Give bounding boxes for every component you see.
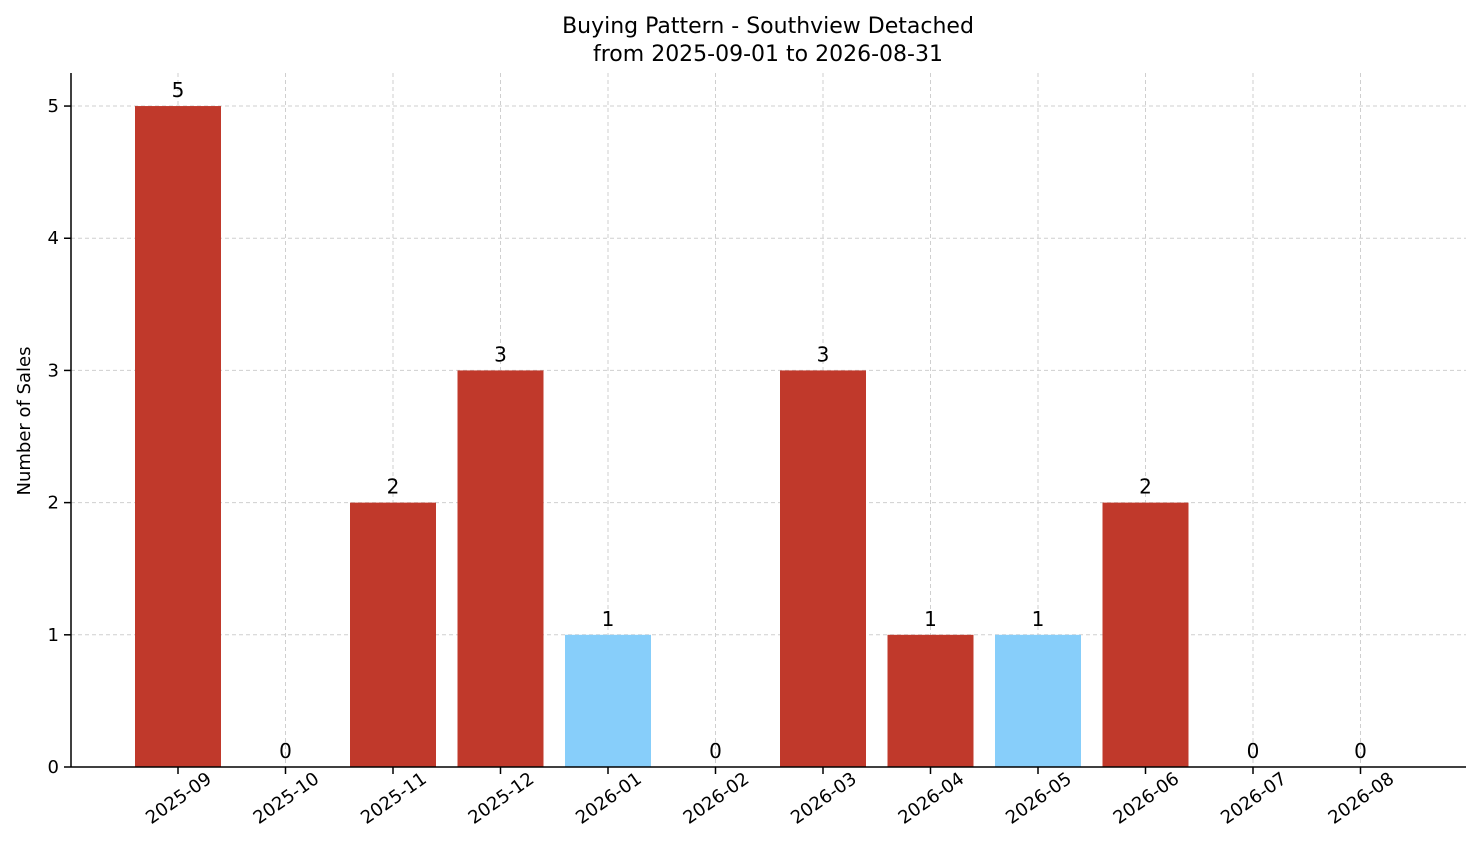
y-tick-label: 4 bbox=[48, 228, 59, 249]
data-label-2026-02: 0 bbox=[709, 739, 722, 763]
x-tick-label: 2026-01 bbox=[572, 768, 646, 828]
bar-2025-12 bbox=[457, 370, 544, 767]
x-tick-label: 2025-12 bbox=[465, 768, 539, 828]
x-tick-label: 2025-09 bbox=[142, 768, 216, 828]
bar-2025-11 bbox=[350, 502, 436, 767]
x-tick-label: 2026-02 bbox=[680, 768, 754, 828]
data-label-2025-10: 0 bbox=[279, 739, 292, 763]
bar-2025-09 bbox=[135, 106, 221, 768]
grid bbox=[71, 73, 1466, 767]
chart-title: Buying Pattern - Southview Detached bbox=[562, 14, 974, 39]
chart-subtitle: from 2025-09-01 to 2026-08-31 bbox=[593, 42, 943, 67]
x-tick-label: 2026-03 bbox=[787, 768, 861, 828]
y-axis-label: Number of Sales bbox=[14, 346, 35, 495]
data-label-2026-07: 0 bbox=[1247, 739, 1260, 763]
y-tick-label: 0 bbox=[48, 757, 59, 778]
y-tick-label: 2 bbox=[48, 493, 59, 514]
y-tick-label: 1 bbox=[48, 625, 59, 646]
bar-2026-03 bbox=[780, 370, 866, 767]
data-label-2026-06: 2 bbox=[1139, 475, 1152, 499]
labels: 0 1 2 3 4 5 5 2025-09 0 2025-10 2 2025-11 3 2025-12 1 2… bbox=[48, 78, 1399, 829]
data-label-2026-01: 1 bbox=[602, 607, 615, 631]
bars bbox=[135, 106, 1189, 768]
data-label-2025-11: 2 bbox=[387, 475, 400, 499]
data-label-2026-08: 0 bbox=[1354, 739, 1367, 763]
data-label-2026-03: 3 bbox=[817, 342, 830, 366]
x-tick-label: 2025-10 bbox=[250, 768, 324, 828]
x-tick-label: 2026-05 bbox=[1002, 768, 1076, 828]
bar-2026-04 bbox=[887, 634, 974, 767]
x-tick-label: 2025-11 bbox=[357, 768, 431, 828]
data-label-2026-05: 1 bbox=[1032, 607, 1045, 631]
x-tick-label: 2026-08 bbox=[1325, 768, 1399, 828]
x-tick-label: 2026-06 bbox=[1110, 768, 1184, 828]
y-tick-label: 3 bbox=[48, 360, 59, 381]
data-label-2026-04: 1 bbox=[924, 607, 937, 631]
x-tick-label: 2026-07 bbox=[1217, 768, 1291, 828]
data-label-2025-12: 3 bbox=[494, 342, 507, 366]
bar-2026-06 bbox=[1102, 502, 1189, 767]
bar-2026-01 bbox=[565, 634, 651, 767]
axes bbox=[64, 73, 1466, 774]
x-tick-label: 2026-04 bbox=[895, 768, 969, 828]
y-tick-label: 5 bbox=[48, 96, 59, 117]
data-label-2025-09: 5 bbox=[172, 78, 185, 102]
bar-2026-05 bbox=[995, 634, 1081, 767]
